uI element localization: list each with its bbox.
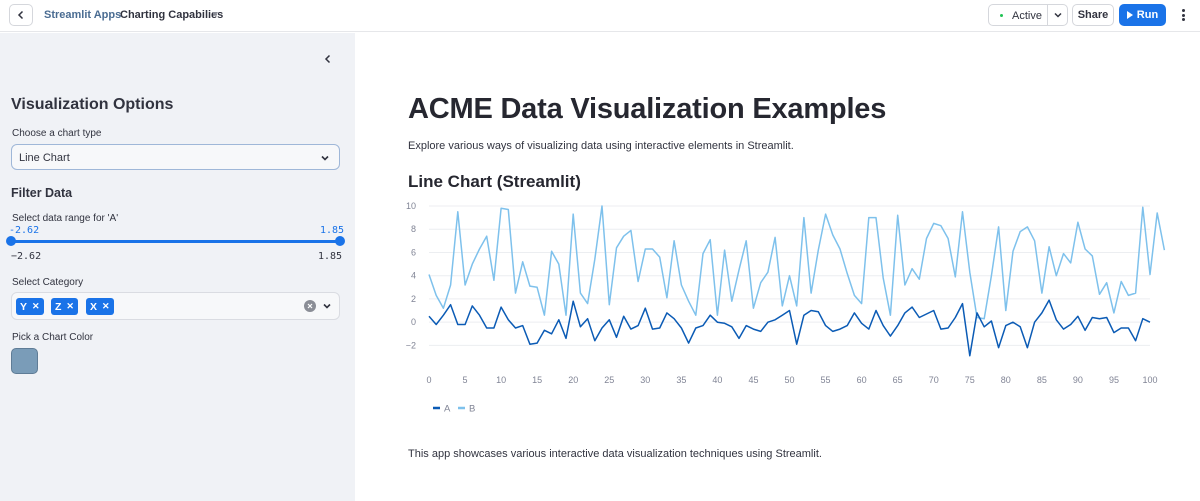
y-tick-label: −2 (406, 340, 416, 350)
status-divider (1047, 4, 1048, 26)
clear-all-icon[interactable] (304, 300, 316, 312)
category-label: Select Category (12, 277, 84, 288)
app-status-control[interactable]: Active (988, 4, 1068, 26)
chart-type-select[interactable]: Line Chart (11, 144, 340, 170)
x-tick-label: 90 (1073, 375, 1083, 385)
x-tick-label: 20 (568, 375, 578, 385)
footer-text: This app showcases various interactive d… (408, 448, 822, 460)
range-label: Select data range for 'A' (12, 213, 119, 224)
x-tick-label: 5 (463, 375, 468, 385)
x-tick-label: 60 (857, 375, 867, 385)
range-thumb-min-value: -2.62 (9, 225, 40, 236)
chart-type-label: Choose a chart type (12, 128, 102, 139)
category-tag[interactable]: Y ✕ (16, 298, 44, 315)
sidebar-title: Visualization Options (11, 96, 174, 113)
range-slider-track[interactable] (11, 240, 340, 243)
share-button[interactable]: Share (1072, 4, 1114, 26)
breadcrumb-page-title[interactable]: Charting Capabilies (120, 9, 224, 21)
category-tag[interactable]: Z ✕ (51, 298, 78, 315)
remove-tag-icon[interactable]: ✕ (102, 301, 110, 311)
color-picker-swatch[interactable] (11, 348, 38, 374)
status-dot-icon (1000, 14, 1003, 17)
legend-label-a: A (444, 404, 451, 415)
x-tick-label: 100 (1142, 375, 1157, 385)
top-bar: Streamlit Apps Charting Capabilies Activ… (0, 0, 1200, 32)
page-description: Explore various ways of visualizing data… (408, 140, 794, 152)
y-tick-label: 10 (406, 201, 416, 211)
range-thumb-max-value: 1.85 (320, 225, 345, 236)
x-tick-label: 75 (965, 375, 975, 385)
y-tick-label: 2 (411, 294, 416, 304)
chevron-down-icon[interactable] (320, 299, 334, 313)
range-min-label: −2.62 (11, 251, 42, 262)
run-label: Run (1136, 9, 1159, 21)
x-tick-label: 15 (532, 375, 542, 385)
color-label: Pick a Chart Color (12, 332, 94, 343)
chevron-down-icon[interactable] (1050, 7, 1066, 23)
chart-type-value: Line Chart (19, 152, 70, 164)
x-tick-label: 80 (1001, 375, 1011, 385)
remove-tag-icon[interactable]: ✕ (32, 301, 40, 311)
x-tick-label: 70 (929, 375, 939, 385)
range-max-label: 1.85 (318, 251, 343, 262)
x-tick-label: 95 (1109, 375, 1119, 385)
x-tick-label: 0 (426, 375, 431, 385)
status-label: Active (1012, 10, 1042, 22)
remove-tag-icon[interactable]: ✕ (66, 301, 74, 311)
x-tick-label: 50 (784, 375, 794, 385)
x-tick-label: 45 (748, 375, 758, 385)
range-slider-max-handle[interactable] (335, 236, 345, 246)
x-tick-label: 65 (893, 375, 903, 385)
filter-data-heading: Filter Data (11, 186, 73, 200)
play-icon (1126, 11, 1133, 19)
run-button[interactable]: Run (1119, 4, 1166, 26)
range-slider-min-handle[interactable] (6, 236, 16, 246)
x-tick-label: 10 (496, 375, 506, 385)
caret-down-icon[interactable] (212, 12, 218, 16)
breadcrumb-apps-link[interactable]: Streamlit Apps (44, 9, 122, 21)
category-multiselect[interactable]: Y ✕ Z ✕ X ✕ (11, 292, 340, 320)
page-title: ACME Data Visualization Examples (408, 93, 887, 125)
x-tick-label: 85 (1037, 375, 1047, 385)
x-tick-label: 55 (821, 375, 831, 385)
y-tick-label: 6 (411, 247, 416, 257)
legend-label-b: B (469, 404, 475, 415)
series-line-b[interactable] (428, 205, 1166, 320)
chevron-left-icon (17, 10, 24, 20)
y-tick-label: 4 (411, 271, 416, 281)
x-tick-label: 40 (712, 375, 722, 385)
series-line-a[interactable] (428, 299, 1151, 357)
y-tick-label: 8 (411, 224, 416, 234)
chart-heading: Line Chart (Streamlit) (408, 172, 581, 191)
back-button[interactable] (9, 4, 33, 26)
x-tick-label: 25 (604, 375, 614, 385)
collapse-sidebar-icon[interactable] (320, 51, 336, 67)
chevron-down-icon (318, 151, 332, 165)
x-tick-label: 30 (640, 375, 650, 385)
more-options-icon[interactable] (1180, 7, 1186, 23)
sidebar: Visualization Options Choose a chart typ… (0, 33, 355, 501)
y-tick-label: 0 (411, 317, 416, 327)
x-tick-label: 35 (676, 375, 686, 385)
category-tag[interactable]: X ✕ (86, 298, 114, 315)
